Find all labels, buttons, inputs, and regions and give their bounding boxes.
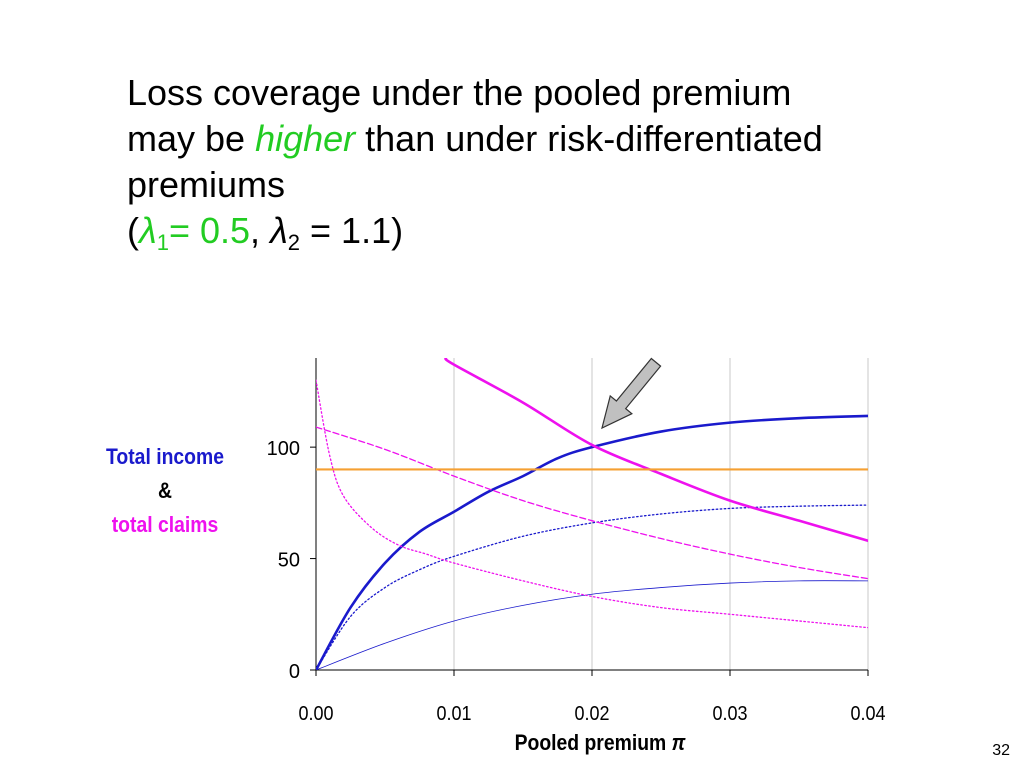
x-tick-label: 0.03: [712, 703, 747, 725]
lambda-2-value: = 1.1): [300, 210, 404, 251]
x-axis-title: Pooled premium π: [515, 731, 686, 755]
series-line-5: [316, 426, 868, 580]
x-axis-title-text: Pooled premium: [515, 731, 672, 755]
params-sep: ,: [250, 210, 271, 251]
y-axis-label: Total income & total claims: [81, 440, 248, 542]
series-line-3: [316, 580, 868, 670]
y-label-line-2: &: [158, 478, 172, 503]
y-tick-label: 100: [267, 438, 300, 460]
lambda-1: λ1= 0.5: [139, 210, 251, 254]
x-axis-title-symbol: π: [672, 731, 686, 755]
annotation-arrow: [601, 357, 662, 430]
params-open: (: [127, 210, 139, 251]
title-line-2: may be higher than under risk-differenti…: [127, 116, 987, 162]
x-tick-label: 0.04: [850, 703, 885, 725]
title-emphasis: higher: [255, 118, 356, 159]
lambda-2-sub: 2: [287, 230, 301, 255]
slide-number: 32: [992, 742, 1010, 759]
series-line-6: [316, 379, 868, 629]
lambda-1-sub: 1: [156, 230, 169, 255]
title-params: (λ1= 0.5, λ2 = 1.1): [127, 208, 987, 254]
series-line-1: [316, 414, 868, 670]
y-tick-label: 0: [289, 661, 300, 683]
title-line-2-post: than under risk-differentiated: [355, 118, 823, 159]
lambda-2-symbol: λ: [270, 210, 288, 251]
title-line-3: premiums: [127, 164, 286, 205]
y-tick-label: 50: [278, 550, 300, 572]
series-group: [316, 358, 868, 670]
series-line-4: [444, 358, 868, 543]
lambda-1-value: = 0.5: [168, 210, 251, 251]
title-line-2-pre: may be: [127, 118, 256, 159]
x-tick-label: 0.00: [298, 703, 333, 725]
y-label-line-1: Total income: [106, 444, 224, 469]
x-tick-label: 0.02: [574, 703, 609, 725]
x-tick-label: 0.01: [436, 703, 471, 725]
lambda-1-symbol: λ: [139, 210, 157, 251]
slide-title: Loss coverage under the pooled premium m…: [127, 70, 987, 254]
y-label-line-3: total claims: [111, 512, 219, 537]
title-line-1: Loss coverage under the pooled premium: [127, 72, 792, 113]
